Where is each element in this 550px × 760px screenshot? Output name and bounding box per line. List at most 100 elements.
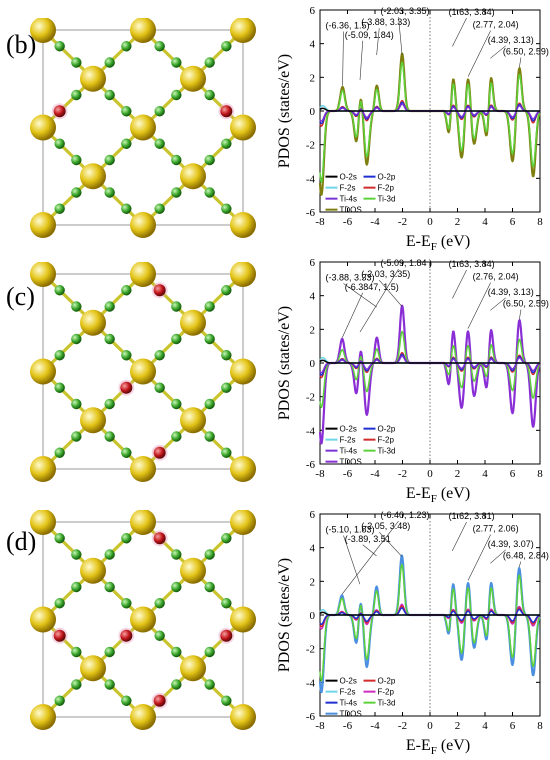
f-atom: [171, 646, 182, 658]
f-atom: [171, 398, 182, 410]
annotation-arrow: [376, 28, 380, 55]
legend-label: F-2s: [340, 436, 356, 445]
annotation-arrow: [379, 531, 403, 557]
annotation-label: (-6.3847, 1.5): [345, 282, 399, 292]
f-atom: [204, 333, 215, 345]
f-atom: [204, 301, 215, 312]
annotation-label: (-6.36, 1.5): [326, 21, 370, 31]
f-atom: [154, 106, 165, 117]
legend-label: F-2s: [340, 688, 356, 697]
ti-atom: [30, 262, 56, 287]
panel-letter-d: (d): [6, 527, 37, 556]
f-atom: [54, 138, 65, 149]
annotation-label: (1.62, 3.81): [449, 511, 495, 521]
x-tick-label: -8: [315, 468, 325, 480]
annotation-label: (-2.03, 3.35): [381, 6, 430, 16]
x-tick-label: -2: [398, 216, 407, 228]
annotation-arrow: [359, 40, 364, 81]
x-tick-label: 0: [427, 720, 433, 732]
x-axis-label: E-EF (eV): [406, 233, 470, 253]
f-atom: [204, 187, 215, 198]
legend-label: F-2s: [340, 184, 356, 193]
x-tick-label: 8: [537, 468, 543, 480]
series-line-o-2s: [319, 359, 540, 364]
x-tick-label: -2: [398, 468, 407, 480]
f-atom: [54, 533, 65, 544]
annotation-label: (-2.05, 3.48): [361, 521, 410, 531]
annotation-label: (-6.40, 1.23): [381, 510, 430, 520]
legend-label: TDOS: [340, 206, 362, 215]
ti-atom: [180, 407, 206, 434]
f-atom: [221, 447, 232, 458]
o-atom: [120, 629, 133, 642]
f-atom: [204, 581, 215, 593]
annotation-arrow: [342, 31, 344, 86]
series-group: [318, 304, 541, 445]
annotation-label: (1.63, 3.84): [449, 7, 495, 17]
ti-atom: [230, 358, 256, 385]
y-tick-label: 2: [310, 324, 316, 336]
ti-atom: [80, 557, 106, 584]
f-atom: [104, 679, 115, 690]
annotation-arrow: [467, 282, 491, 329]
y-tick-label: -6: [306, 459, 316, 471]
ti-atom: [30, 456, 56, 482]
f-atom: [154, 41, 165, 52]
y-tick-label: -2: [306, 140, 315, 152]
x-axis-label: E-EF (eV): [406, 737, 470, 757]
f-atom: [104, 431, 115, 442]
annotation-arrow: [518, 561, 522, 568]
y-tick-label: 4: [310, 39, 316, 51]
legend-label: O-2p: [378, 677, 396, 686]
annotation-arrow: [343, 283, 377, 308]
x-tick-label: 0: [427, 468, 433, 480]
f-atom: [104, 646, 115, 658]
y-axis-label: PDOS (states/eV): [276, 54, 293, 168]
y-tick-label: -2: [306, 644, 315, 656]
series-line-o-2s: [319, 107, 540, 112]
f-atom: [104, 154, 115, 166]
f-atom: [204, 154, 215, 166]
f-atom: [121, 447, 132, 458]
f-atom: [71, 581, 82, 593]
f-atom: [71, 301, 82, 312]
annotation-arrow: [341, 292, 364, 338]
f-atom: [204, 679, 215, 690]
legend-label: F-2p: [378, 436, 395, 445]
annotation-label: (-3.89, 3.51: [345, 534, 391, 544]
x-tick-label: -6: [343, 216, 353, 228]
f-atom: [121, 285, 132, 296]
x-tick-label: 6: [510, 720, 516, 732]
y-tick-label: 4: [310, 543, 316, 555]
f-atom: [204, 646, 215, 658]
legend-label: O-2s: [340, 173, 357, 182]
f-atom: [121, 106, 132, 117]
f-atom: [121, 695, 132, 706]
x-tick-label: 6: [510, 216, 516, 228]
f-atom: [71, 646, 82, 658]
legend: O-2s O-2p F-2s F-2p Ti-4s Ti-3d TDOS: [325, 677, 396, 719]
annotation-arrow: [490, 297, 506, 311]
annotation-arrow: [359, 269, 399, 333]
x-tick-label: -6: [343, 468, 353, 480]
f-atom: [154, 138, 165, 149]
f-atom: [221, 382, 232, 393]
y-axis-label: PDOS (states/eV): [276, 306, 293, 420]
f-atom: [54, 695, 65, 706]
y-tick-label: 0: [310, 106, 316, 118]
ti-atom: [80, 309, 106, 336]
y-tick-label: -4: [306, 173, 316, 185]
ti-atom: [80, 163, 106, 190]
f-atom: [221, 533, 232, 544]
x-tick-label: -6: [343, 720, 353, 732]
f-atom: [54, 203, 65, 214]
ti-atom: [180, 655, 206, 682]
f-atom: [171, 89, 182, 101]
legend-label: Ti-3d: [378, 699, 396, 708]
f-atom: [54, 285, 65, 296]
ti-atom: [230, 262, 256, 287]
ti-atom: [230, 606, 256, 633]
x-tick-label: -2: [398, 720, 407, 732]
x-tick-label: -4: [370, 468, 380, 480]
